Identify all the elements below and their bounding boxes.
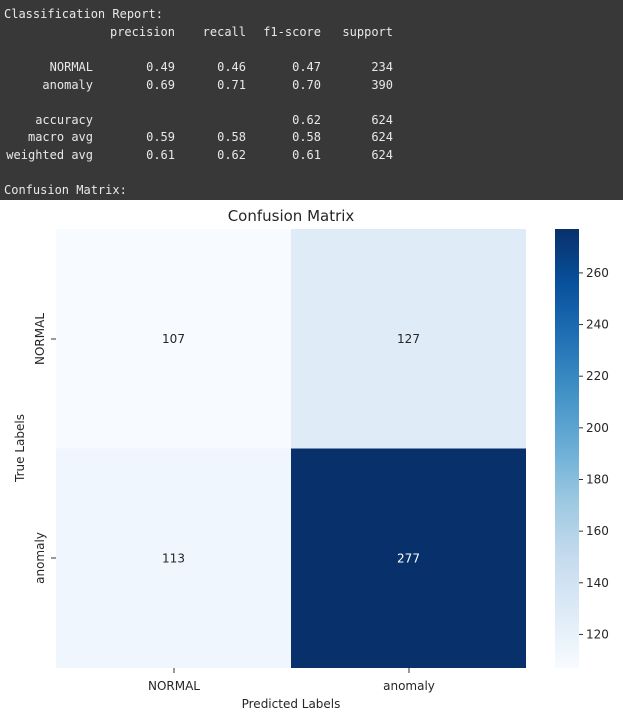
x-tick-label-normal: NORMAL (148, 679, 200, 693)
macro-f1: 0.58 (292, 130, 321, 144)
confusion-matrix-chart: Confusion Matrix 107 127 113 277 NORMAL ano… (13, 207, 609, 711)
colorbar-tick-label-220: 220 (586, 369, 609, 383)
weighted-support: 624 (371, 148, 393, 162)
normal-support: 234 (371, 60, 393, 74)
colorbar-ticks: 120 140 160 180 200 220 240 260 (579, 266, 609, 641)
y-axis: NORMAL anomaly True Labels (13, 313, 56, 584)
cell-label-anomaly-normal: 113 (162, 551, 185, 565)
cell-label-normal-normal: 107 (162, 332, 185, 346)
macro-support: 624 (371, 130, 393, 144)
header-f1-score: f1-score (263, 25, 321, 39)
chart-title: Confusion Matrix (228, 207, 355, 225)
row-label-anomaly: anomaly (42, 78, 93, 92)
cell-normal-normal (56, 229, 291, 449)
colorbar-tick-label-160: 160 (586, 524, 609, 538)
row-label-macro-avg: macro avg (27, 130, 93, 144)
colorbar-tick-label-180: 180 (586, 472, 609, 486)
weighted-f1: 0.61 (292, 148, 321, 162)
normal-recall: 0.46 (217, 60, 246, 74)
anomaly-recall: 0.71 (217, 78, 246, 92)
header-recall: recall (202, 25, 246, 39)
classification-report: Classification Report: precision recall … (0, 0, 623, 200)
report-heading: Classification Report: (4, 7, 163, 21)
normal-precision: 0.49 (146, 60, 175, 74)
row-label-accuracy: accuracy (35, 113, 93, 127)
row-label-weighted-avg: weighted avg (6, 148, 93, 162)
header-precision: precision (109, 25, 175, 39)
normal-f1: 0.47 (292, 60, 321, 74)
report-footer: Confusion Matrix: (4, 183, 127, 197)
y-tick-label-normal: NORMAL (33, 313, 47, 365)
x-tick-label-anomaly: anomaly (383, 679, 435, 693)
cell-label-normal-anomaly: 127 (397, 332, 420, 346)
cell-anomaly-normal (56, 448, 291, 668)
x-axis-label: Predicted Labels (242, 697, 341, 711)
heatmap-cells (56, 229, 526, 668)
colorbar-tick-label-140: 140 (586, 576, 609, 590)
macro-precision: 0.59 (146, 130, 175, 144)
cell-label-anomaly-anomaly: 277 (397, 551, 420, 565)
cell-anomaly-anomaly (291, 448, 526, 668)
accuracy-support: 624 (371, 113, 393, 127)
cell-normal-anomaly (291, 229, 526, 449)
header-support: support (342, 25, 393, 39)
y-tick-label-anomaly: anomaly (33, 532, 47, 584)
weighted-recall: 0.62 (217, 148, 246, 162)
anomaly-support: 390 (371, 78, 393, 92)
y-axis-label: True Labels (13, 414, 27, 483)
anomaly-precision: 0.69 (146, 78, 175, 92)
macro-recall: 0.58 (217, 130, 246, 144)
colorbar-tick-label-240: 240 (586, 318, 609, 332)
anomaly-f1: 0.70 (292, 78, 321, 92)
accuracy-f1: 0.62 (292, 113, 321, 127)
row-label-normal: NORMAL (49, 60, 93, 74)
weighted-precision: 0.61 (146, 148, 175, 162)
colorbar-tick-label-120: 120 (586, 627, 609, 641)
colorbar-tick-label-200: 200 (586, 421, 609, 435)
colorbar-tick-label-260: 260 (586, 266, 609, 280)
x-axis: NORMAL anomaly Predicted Labels (148, 668, 435, 711)
heatmap-cell-labels: 107 127 113 277 (162, 332, 420, 566)
colorbar-gradient (555, 229, 579, 668)
colorbar: 120 140 160 180 200 220 240 260 (555, 229, 609, 668)
